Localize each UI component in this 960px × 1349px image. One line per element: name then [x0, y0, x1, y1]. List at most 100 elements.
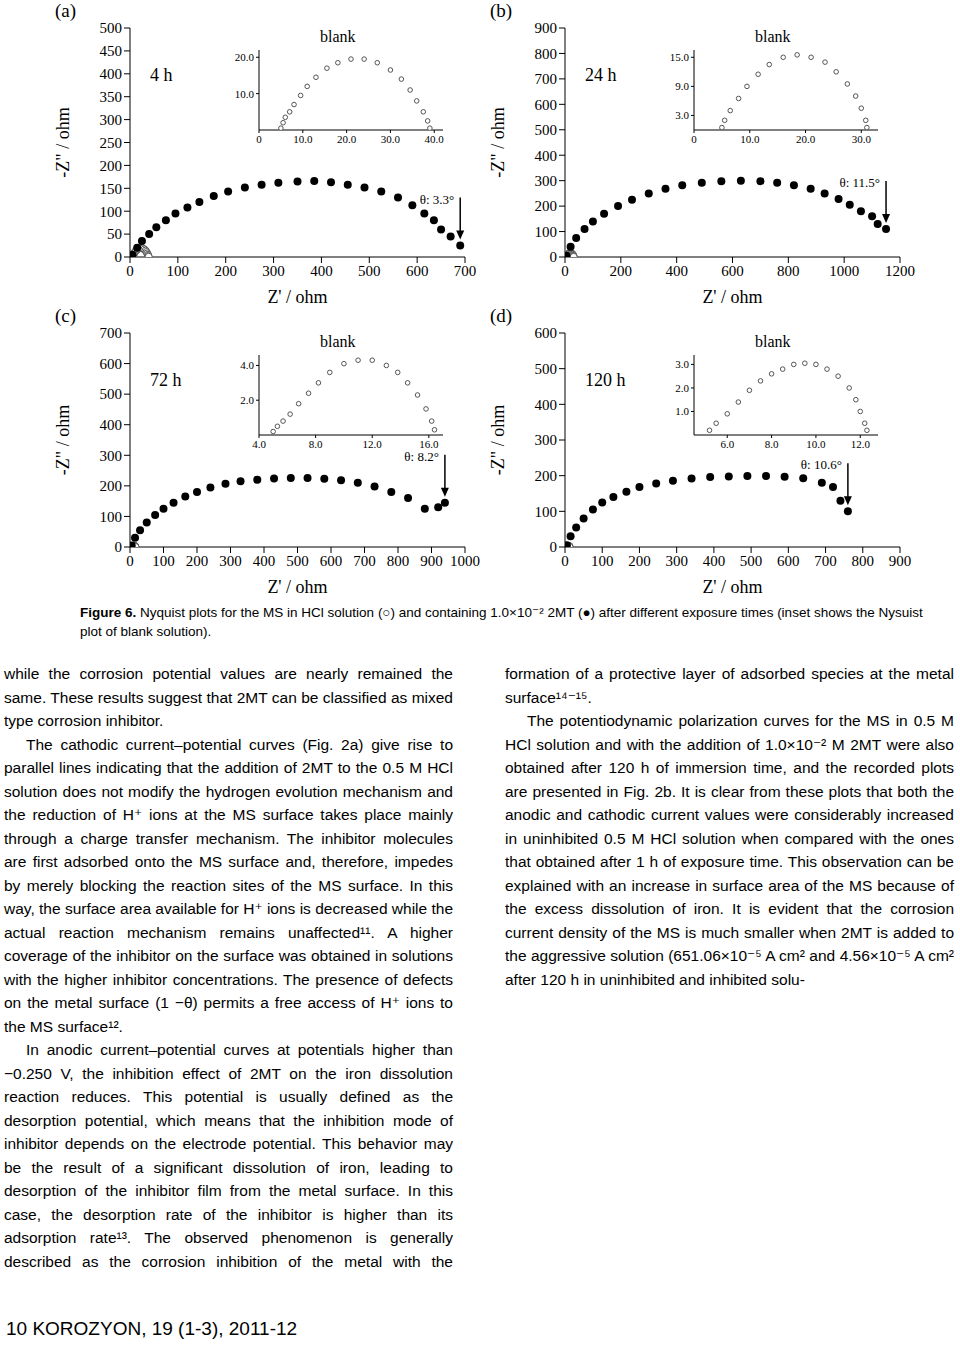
svg-text:400: 400	[100, 66, 123, 82]
svg-text:300: 300	[219, 553, 242, 569]
svg-text:1200: 1200	[885, 263, 915, 279]
svg-text:400: 400	[100, 417, 123, 433]
svg-text:Z' / ohm: Z' / ohm	[267, 287, 327, 305]
svg-text:θ: 8.2°: θ: 8.2°	[404, 449, 439, 464]
svg-text:400: 400	[310, 263, 333, 279]
svg-text:30.0: 30.0	[381, 133, 401, 145]
svg-text:400: 400	[665, 263, 688, 279]
svg-text:100: 100	[152, 553, 175, 569]
svg-text:200: 200	[610, 263, 633, 279]
svg-text:700: 700	[100, 325, 123, 341]
svg-text:200: 200	[628, 553, 651, 569]
svg-text:100: 100	[591, 553, 614, 569]
svg-text:1000: 1000	[829, 263, 859, 279]
svg-text:-Z" / ohm: -Z" / ohm	[55, 405, 73, 475]
svg-text:700: 700	[454, 263, 477, 279]
svg-text:900: 900	[420, 553, 443, 569]
svg-text:500: 500	[358, 263, 381, 279]
svg-text:0: 0	[115, 539, 123, 555]
svg-text:Z' / ohm: Z' / ohm	[702, 287, 762, 305]
svg-text:50: 50	[107, 226, 122, 242]
svg-text:20.0: 20.0	[796, 133, 816, 145]
svg-text:600: 600	[320, 553, 343, 569]
svg-text:250: 250	[100, 135, 123, 151]
svg-text:0: 0	[561, 553, 569, 569]
svg-text:θ: 3.3°: θ: 3.3°	[420, 192, 455, 207]
svg-text:450: 450	[100, 43, 123, 59]
svg-text:500: 500	[535, 122, 558, 138]
svg-text:θ: 11.5°: θ: 11.5°	[839, 175, 880, 190]
svg-text:800: 800	[387, 553, 410, 569]
svg-text:100: 100	[167, 263, 190, 279]
svg-text:500: 500	[100, 20, 123, 36]
svg-text:2.0: 2.0	[240, 394, 254, 406]
svg-text:8.0: 8.0	[765, 438, 779, 450]
svg-text:800: 800	[852, 553, 875, 569]
svg-text:600: 600	[777, 553, 800, 569]
svg-text:10.0: 10.0	[740, 133, 760, 145]
svg-text:20.0: 20.0	[337, 133, 357, 145]
svg-text:16.0: 16.0	[419, 438, 439, 450]
svg-text:200: 200	[214, 263, 237, 279]
svg-text:100: 100	[100, 204, 123, 220]
svg-text:350: 350	[100, 89, 123, 105]
svg-text:300: 300	[100, 448, 123, 464]
svg-text:3.0: 3.0	[675, 358, 689, 370]
svg-text:200: 200	[186, 553, 209, 569]
svg-text:800: 800	[777, 263, 800, 279]
svg-text:0: 0	[691, 133, 697, 145]
svg-text:400: 400	[535, 397, 558, 413]
svg-text:4.0: 4.0	[252, 438, 266, 450]
svg-text:100: 100	[100, 509, 123, 525]
svg-text:200: 200	[100, 478, 123, 494]
svg-text:800: 800	[535, 46, 558, 62]
svg-text:-Z" / ohm: -Z" / ohm	[490, 405, 508, 475]
svg-text:200: 200	[535, 468, 558, 484]
svg-text:300: 300	[100, 112, 123, 128]
svg-text:700: 700	[535, 71, 558, 87]
svg-text:600: 600	[100, 356, 123, 372]
svg-text:400: 400	[535, 148, 558, 164]
svg-text:300: 300	[535, 432, 558, 448]
svg-text:0: 0	[256, 133, 262, 145]
svg-text:200: 200	[535, 198, 558, 214]
svg-text:600: 600	[721, 263, 744, 279]
svg-text:20.0: 20.0	[235, 51, 255, 63]
svg-text:0: 0	[561, 263, 569, 279]
svg-text:500: 500	[535, 361, 558, 377]
svg-text:600: 600	[535, 325, 558, 341]
svg-text:Z' / ohm: Z' / ohm	[267, 577, 327, 595]
svg-text:-Z" / ohm: -Z" / ohm	[490, 107, 508, 177]
svg-text:-Z" / ohm: -Z" / ohm	[55, 107, 73, 177]
svg-text:8.0: 8.0	[309, 438, 323, 450]
svg-text:15.0: 15.0	[670, 51, 690, 63]
svg-text:400: 400	[253, 553, 276, 569]
svg-text:0: 0	[550, 249, 558, 265]
svg-text:6.0: 6.0	[720, 438, 734, 450]
svg-text:0: 0	[126, 263, 134, 279]
svg-text:100: 100	[535, 224, 558, 240]
svg-text:900: 900	[535, 20, 558, 36]
svg-text:9.0: 9.0	[675, 80, 689, 92]
svg-text:300: 300	[262, 263, 285, 279]
svg-text:0: 0	[115, 249, 123, 265]
svg-text:θ: 10.6°: θ: 10.6°	[801, 457, 842, 472]
svg-text:150: 150	[100, 181, 123, 197]
svg-text:700: 700	[814, 553, 837, 569]
svg-text:300: 300	[665, 553, 688, 569]
svg-text:200: 200	[100, 158, 123, 174]
svg-text:500: 500	[286, 553, 309, 569]
svg-text:500: 500	[740, 553, 763, 569]
svg-text:2.0: 2.0	[675, 382, 689, 394]
svg-text:30.0: 30.0	[852, 133, 872, 145]
svg-text:Z' / ohm: Z' / ohm	[702, 577, 762, 595]
svg-text:100: 100	[535, 504, 558, 520]
svg-text:10.0: 10.0	[293, 133, 313, 145]
svg-text:10.0: 10.0	[806, 438, 826, 450]
svg-text:1000: 1000	[450, 553, 480, 569]
svg-text:600: 600	[535, 97, 558, 113]
svg-text:0: 0	[550, 539, 558, 555]
svg-text:400: 400	[703, 553, 726, 569]
svg-text:300: 300	[535, 173, 558, 189]
svg-text:700: 700	[353, 553, 376, 569]
